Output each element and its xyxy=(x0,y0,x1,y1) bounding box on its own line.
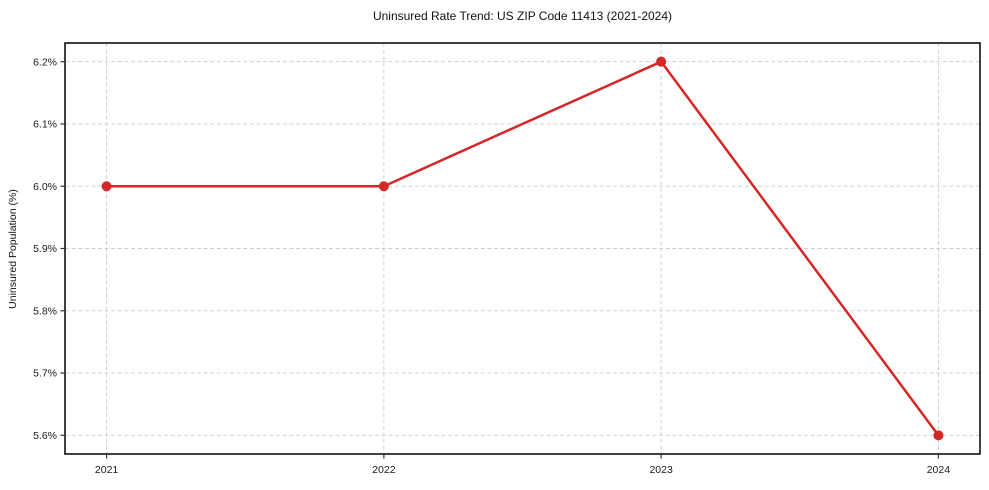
y-tick-label: 5.7% xyxy=(33,368,57,380)
chart-title: Uninsured Rate Trend: US ZIP Code 11413 … xyxy=(372,9,673,23)
y-tick-label: 5.8% xyxy=(33,305,57,317)
y-tick-label: 5.6% xyxy=(33,430,57,442)
data-line xyxy=(105,60,940,437)
x-tick-label: 2024 xyxy=(927,464,951,476)
x-tick-label: 2021 xyxy=(95,464,119,476)
data-point-marker xyxy=(656,56,667,67)
data-point-marker xyxy=(101,181,112,192)
x-tick-label: 2022 xyxy=(372,464,396,476)
y-tick-label: 6.2% xyxy=(33,56,57,68)
y-tick-label: 5.9% xyxy=(33,243,57,255)
x-tick-label: 2023 xyxy=(649,464,673,476)
y-tick-label: 6.0% xyxy=(33,181,57,193)
data-point-marker xyxy=(933,430,944,441)
y-tick-label: 6.1% xyxy=(33,119,57,131)
data-point-marker xyxy=(378,181,389,192)
